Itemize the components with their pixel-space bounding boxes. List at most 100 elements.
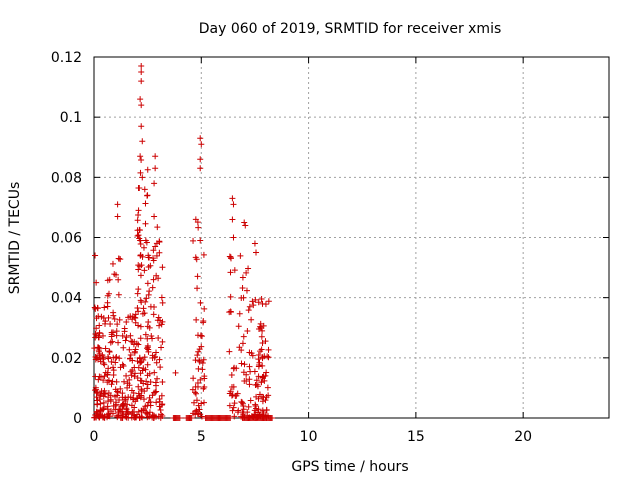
data-point xyxy=(125,394,132,401)
data-point xyxy=(97,373,104,380)
data-point xyxy=(111,271,118,278)
data-point xyxy=(138,69,145,76)
data-point xyxy=(121,328,128,335)
data-point xyxy=(101,387,108,394)
data-point xyxy=(135,262,142,269)
plot-frame xyxy=(93,56,610,419)
data-point xyxy=(120,363,127,370)
data-point xyxy=(226,253,233,260)
data-point xyxy=(197,237,204,244)
data-point xyxy=(229,216,236,223)
data-point xyxy=(144,280,151,287)
grid-lines xyxy=(94,57,609,418)
data-point xyxy=(238,360,245,367)
data-point xyxy=(149,392,156,399)
data-point xyxy=(152,153,159,160)
x-axis-label: GPS time / hours xyxy=(291,459,408,475)
data-point xyxy=(196,358,203,365)
data-point xyxy=(134,358,141,365)
data-point xyxy=(259,409,266,416)
data-point xyxy=(136,392,143,399)
data-point xyxy=(97,392,104,399)
data-point xyxy=(142,200,149,207)
data-point xyxy=(100,356,107,363)
data-point xyxy=(138,102,145,109)
data-point xyxy=(150,255,157,262)
data-point xyxy=(200,385,207,392)
x-tick-label: 20 xyxy=(514,429,532,445)
data-point xyxy=(131,370,138,377)
data-point xyxy=(137,335,144,342)
data-point xyxy=(253,249,260,256)
data-point xyxy=(240,406,247,413)
data-point xyxy=(145,319,152,326)
data-point xyxy=(100,399,107,406)
axis-ticks xyxy=(93,56,609,419)
data-point xyxy=(149,411,156,418)
data-point xyxy=(146,288,153,295)
data-point xyxy=(239,399,246,406)
data-point xyxy=(141,267,148,274)
data-point xyxy=(157,407,164,414)
data-point xyxy=(116,316,123,323)
data-point xyxy=(176,415,183,421)
data-point xyxy=(197,411,204,418)
data-point xyxy=(129,367,136,374)
data-point xyxy=(135,212,142,219)
data-point xyxy=(97,400,104,407)
data-point xyxy=(123,334,130,341)
data-point xyxy=(194,285,201,292)
data-point xyxy=(144,385,151,392)
data-point xyxy=(101,361,108,368)
data-point xyxy=(258,378,265,385)
data-point xyxy=(193,407,200,414)
data-point xyxy=(99,412,106,419)
data-point xyxy=(230,383,237,390)
data-point xyxy=(150,276,157,283)
data-point xyxy=(145,346,152,353)
data-point xyxy=(142,237,149,244)
data-point xyxy=(240,369,247,376)
data-point xyxy=(122,337,129,344)
data-point xyxy=(137,272,144,279)
data-point xyxy=(105,290,112,297)
data-point xyxy=(119,361,126,368)
data-point xyxy=(243,269,250,276)
data-point xyxy=(151,354,158,361)
data-point xyxy=(200,356,207,363)
data-point xyxy=(194,273,201,280)
data-point xyxy=(107,339,114,346)
data-point xyxy=(249,352,256,359)
data-point xyxy=(91,304,98,311)
data-point xyxy=(135,341,142,348)
data-point xyxy=(138,63,145,70)
data-point xyxy=(93,390,100,397)
data-point xyxy=(152,379,159,386)
data-point xyxy=(109,410,116,417)
data-point xyxy=(196,357,203,364)
data-point xyxy=(156,238,163,245)
data-point xyxy=(125,409,132,416)
data-point xyxy=(197,156,204,163)
data-point xyxy=(193,316,200,323)
data-point xyxy=(134,217,141,224)
data-point xyxy=(256,359,263,366)
data-point xyxy=(128,372,135,379)
data-point xyxy=(158,401,165,408)
data-point xyxy=(114,321,121,328)
data-point xyxy=(255,363,262,370)
data-point xyxy=(150,414,157,421)
data-point xyxy=(263,406,270,413)
data-point xyxy=(153,349,160,356)
data-point xyxy=(134,290,141,297)
data-point xyxy=(259,340,266,347)
data-point xyxy=(146,413,153,420)
data-point xyxy=(147,399,154,406)
tick-labels: 0 5 10 15 20 0 0.02 0.04 0.06 0.08 0.1 0.12 xyxy=(51,50,532,445)
data-point xyxy=(107,392,114,399)
data-point xyxy=(200,251,207,258)
data-point xyxy=(126,376,133,383)
data-point xyxy=(128,338,135,345)
data-point xyxy=(172,369,179,376)
data-point xyxy=(244,327,251,334)
